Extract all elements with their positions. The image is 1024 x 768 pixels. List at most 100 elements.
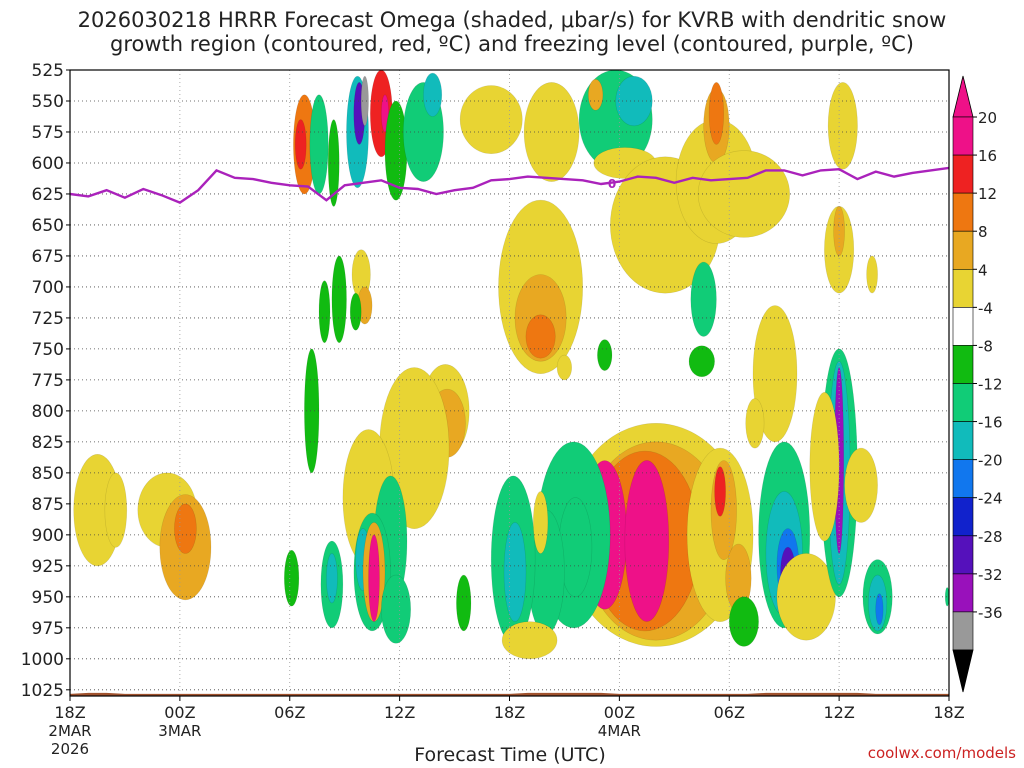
omega-cell-31 — [368, 534, 380, 622]
omega-cell-51 — [697, 150, 791, 238]
colorbar-swatch-8 — [952, 421, 974, 461]
omega-cell-86 — [809, 392, 840, 542]
y-tick-label-825: 825 — [32, 433, 64, 453]
colorbar-swatch-9 — [952, 459, 974, 499]
colorbar-swatch-10 — [952, 497, 974, 537]
colorbar-label-12: 12 — [978, 185, 997, 203]
y-tick-label-725: 725 — [32, 309, 64, 329]
omega-cell-55 — [866, 255, 878, 294]
freezing-level-line — [70, 166, 949, 204]
omega-cell-54 — [833, 206, 845, 257]
y-axis: 525 550 575 600 625 650 675 700 725 750 775 800 825 8… — [21, 61, 70, 701]
x-axis-label: Forecast Time (UTC) — [414, 744, 606, 766]
colorbar-label--32: -32 — [978, 566, 1003, 584]
omega-cell-36 — [456, 574, 472, 632]
y-tick-label-550: 550 — [32, 92, 64, 112]
omega-cell-33 — [284, 549, 300, 607]
omega-cell-56 — [690, 261, 717, 337]
chart-title-line2: growth region (contoured, red, ºC) and f… — [110, 32, 914, 56]
x-tick-label-h42: 12Z — [823, 703, 854, 722]
y-tick-label-750: 750 — [32, 340, 64, 360]
omega-shading — [73, 70, 949, 660]
colorbar-label-4: 4 — [978, 261, 988, 279]
x-date-label-h0: 2MAR — [48, 722, 91, 740]
y-tick-label-625: 625 — [32, 185, 64, 205]
y-tick-label-775: 775 — [32, 371, 64, 391]
x-tick-label-h24: 18Z — [494, 703, 525, 722]
omega-cell-58 — [597, 339, 613, 371]
x-tick-label-h0: 18Z — [54, 703, 85, 722]
omega-cell-46 — [556, 354, 573, 381]
omega-cell-60 — [745, 398, 765, 449]
colorbar-label-8: 8 — [978, 223, 988, 241]
colorbar-swatch-13 — [952, 611, 974, 651]
omega-cell-87 — [844, 447, 878, 523]
x-tick-label-h48: 18Z — [933, 703, 964, 722]
y-tick-label-850: 850 — [32, 464, 64, 484]
omega-cell-22 — [304, 348, 320, 474]
y-tick-label-800: 800 — [32, 402, 64, 422]
y-tick-label-925: 925 — [32, 557, 64, 577]
y-tick-label-900: 900 — [32, 526, 64, 546]
gridlines — [69, 69, 950, 696]
y-tick-label-575: 575 — [32, 123, 64, 143]
omega-cell-50 — [708, 82, 725, 145]
colorbar-label--28: -28 — [978, 528, 1003, 546]
omega-cell-71 — [532, 491, 549, 554]
colorbar-swatch-5 — [952, 307, 974, 346]
y-tick-label-600: 600 — [32, 154, 64, 174]
omega-cell-4 — [174, 503, 197, 554]
ground-surface — [70, 692, 949, 696]
x-date-label-h6: 3MAR — [158, 722, 201, 740]
omega-cell-21 — [349, 292, 362, 331]
colorbar-label--20: -20 — [978, 452, 1003, 470]
colorbar-bottom-arrow — [952, 649, 974, 693]
y-tick-label-700: 700 — [32, 278, 64, 298]
omega-cell-57 — [688, 345, 715, 378]
chart-title-line1: 2026030218 HRRR Forecast Omega (shaded, … — [77, 8, 947, 32]
credit-text: coolwx.com/models — [867, 744, 1016, 762]
omega-cell-8 — [327, 119, 340, 207]
y-tick-label-1025: 1025 — [21, 681, 64, 701]
omega-cell-37 — [459, 85, 523, 154]
freezing-level-contour: 0 — [70, 166, 949, 204]
colorbar-label-16: 16 — [978, 147, 997, 165]
colorbar-label--24: -24 — [978, 490, 1003, 508]
y-tick-label-525: 525 — [32, 61, 64, 81]
y-tick-label-950: 950 — [32, 588, 64, 608]
x-year-label-h0: 2026 — [51, 740, 89, 758]
colorbar-label--36: -36 — [978, 604, 1003, 622]
colorbar-label--16: -16 — [978, 414, 1003, 432]
colorbar-swatch-3 — [952, 230, 974, 270]
colorbar-label--12: -12 — [978, 376, 1003, 394]
colorbar-label--8: -8 — [978, 337, 993, 355]
colorbar-swatch-11 — [952, 535, 974, 575]
y-tick-label-1000: 1000 — [21, 650, 64, 670]
omega-cell-18 — [331, 255, 347, 343]
omega-cell-52 — [827, 82, 858, 170]
omega-cell-59 — [752, 305, 798, 443]
x-tick-label-h36: 06Z — [714, 703, 745, 722]
omega-cell-16 — [423, 72, 443, 117]
omega-cell-70 — [503, 522, 527, 622]
x-tick-label-h18: 12Z — [384, 703, 415, 722]
omega-cell-91 — [944, 587, 949, 607]
y-tick-label-875: 875 — [32, 495, 64, 515]
x-date-label-h30: 4MAR — [598, 722, 641, 740]
colorbar-top-arrow — [952, 75, 974, 118]
x-tick-label-h30: 00Z — [604, 703, 635, 722]
colorbar-swatch-2 — [952, 192, 974, 232]
omega-cell-45 — [525, 314, 556, 359]
omega-cell-32 — [380, 574, 411, 644]
omega-cell-17 — [318, 280, 331, 344]
y-tick-label-675: 675 — [32, 247, 64, 267]
colorbar-swatch-1 — [952, 154, 974, 194]
omega-cell-77 — [728, 596, 759, 647]
y-tick-label-975: 975 — [32, 619, 64, 639]
colorbar: 20 16 12 8 4 -4 -8 -12 -16 -20 -24 -28 -32 -36 — [952, 75, 1003, 693]
colorbar-swatch-6 — [952, 345, 974, 384]
omega-cell-72 — [501, 621, 558, 660]
x-tick-label-h6: 00Z — [164, 703, 195, 722]
